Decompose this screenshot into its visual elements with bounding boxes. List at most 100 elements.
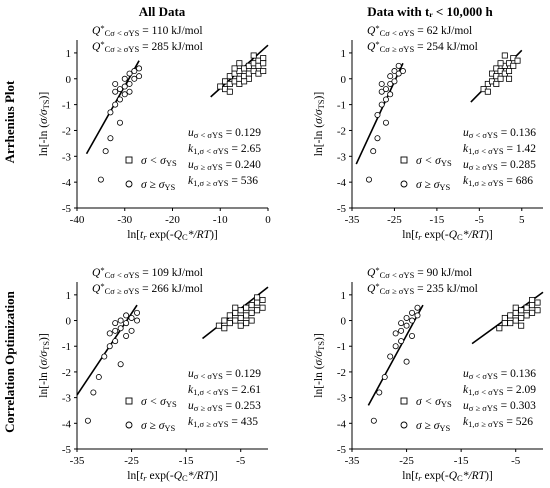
x-tick-label: -30 [117,214,132,226]
data-point-circle [392,330,399,337]
data-point-circle [398,320,405,327]
panel-corr-all: -5 -4 -3 -2 -1 0 1 -35 -25 -15 -5 ln[tr exp(-QC*/RT… [38,265,269,483]
data-point-circle [128,327,135,334]
k-low-annotation: k1,σ < σYS = 2.61 [188,384,261,397]
row-title-correlation: Correlation Optimization [2,290,17,432]
data-point-square [248,302,255,309]
u-low-annotation: uσ < σYS = 0.129 [188,368,261,381]
data-point-square [236,60,243,67]
data-point-circle [391,78,398,85]
data-point-circle [382,86,389,93]
k-low-annotation: k1,σ < σYS = 1.42 [463,143,536,156]
data-point-circle [378,101,385,108]
y-tick-label: -3 [62,151,72,163]
k-low-annotation: k1,σ < σYS = 2.09 [463,384,536,397]
data-point-square [496,325,503,332]
legend-below-ys: σ < σYS [141,396,177,409]
legend-square-marker [125,156,133,164]
q-high-annotation: Q*Cσ ≥ σYS = 235 kJ/mol [367,281,478,296]
legend-above-ys: σ ≥ σYS [141,179,176,192]
data-point-circle [374,111,381,118]
row-title-arrhenius: Arrhenius Plot [2,80,17,163]
x-tick-label: -15 [430,214,445,226]
q-high-annotation: Q*Cσ ≥ σYS = 266 kJ/mol [92,281,203,296]
data-point-circle [112,80,119,87]
data-point-square [215,322,222,329]
data-point-circle [123,320,130,327]
x-tick-label: -35 [345,214,360,226]
data-point-circle [101,353,108,360]
legend-above-ys: σ ≥ σYS [416,420,451,433]
data-point-square [512,304,519,311]
col-title-all-data: All Data [139,4,186,19]
data-point-square [493,80,500,87]
y-tick-label: -1 [62,341,71,353]
data-point-square [506,68,513,75]
data-point-circle [414,312,421,319]
x-axis-label: ln[tr exp(-QC*/RT)] [127,470,217,483]
q-low-annotation: Q*Cσ < σYS = 110 kJ/mol [92,23,203,38]
y-tick-label: -5 [62,444,72,456]
data-point-square [254,299,261,306]
data-point-circle [387,91,394,98]
k-high-annotation: k1,σ ≥ σYS = 435 [188,416,258,429]
data-point-circle [387,73,394,80]
data-point-circle [121,75,128,82]
data-point-square [221,325,228,332]
x-tick-label: -15 [454,455,469,467]
u-high-annotation: uσ ≥ σYS = 0.303 [463,400,536,413]
q-high-annotation: Q*Cσ ≥ σYS = 285 kJ/mol [92,39,203,54]
data-point-circle [391,68,398,75]
legend-circle-marker [125,180,133,188]
data-point-square [512,309,519,316]
data-point-circle [399,68,406,75]
data-point-circle [112,101,119,108]
y-tick-label: -5 [337,203,347,215]
data-point-circle [381,374,388,381]
y-tick-label: 1 [341,290,347,302]
data-point-circle [128,314,135,321]
data-point-circle [378,88,385,95]
data-point-circle [131,75,138,82]
legend-circle-marker [400,421,408,429]
x-tick-label: -5 [236,455,246,467]
y-tick-label: -2 [337,125,346,137]
data-point-square [512,317,519,324]
data-point-square [523,312,530,319]
data-point-square [232,309,239,316]
data-point-circle [409,332,416,339]
data-point-circle [374,135,381,142]
x-tick-label: -5 [475,214,485,226]
data-point-circle [409,317,416,324]
data-point-circle [112,327,119,334]
data-point-square [534,299,541,306]
x-tick-label: -25 [387,214,402,226]
data-point-circle [117,317,124,324]
legend-square-marker [125,397,133,405]
x-tick-label: 0 [265,214,271,226]
data-point-square [260,60,267,67]
y-tick-label: 0 [66,74,72,86]
data-point-square [231,65,238,72]
data-point-circle [117,325,124,332]
q-low-annotation: Q*Cσ < σYS = 109 kJ/mol [92,265,203,280]
data-point-square [248,309,255,316]
data-point-square [501,320,508,327]
data-point-circle [134,309,141,316]
data-point-square [497,75,504,82]
data-point-circle [126,88,133,95]
data-point-square [241,78,248,85]
x-tick-label: -40 [70,214,85,226]
y-tick-label: 1 [66,290,72,302]
q-low-annotation: Q*Cσ < σYS = 62 kJ/mol [367,23,472,38]
col-title-10k: Data with tᵣ < 10,000 h [367,4,493,19]
u-low-annotation: uσ < σYS = 0.129 [188,127,261,140]
y-tick-label: -5 [62,203,72,215]
data-point-square [254,307,261,314]
data-point-square [514,57,521,64]
data-point-circle [403,314,410,321]
data-point-circle [131,68,138,75]
data-point-square [501,314,508,321]
data-point-square [518,307,525,314]
